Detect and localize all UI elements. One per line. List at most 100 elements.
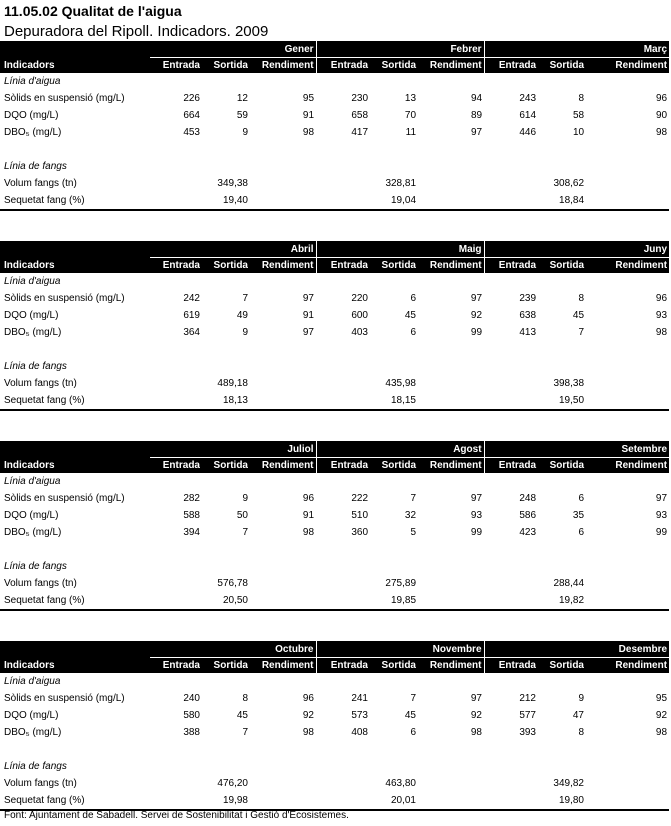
row-label: DBO₅ (mg/L)	[4, 527, 62, 538]
month-header-row: Octubre Novembre Desembre	[0, 641, 670, 658]
empty-cell	[316, 775, 370, 792]
empty-cell	[586, 375, 669, 392]
value-cell: 510	[351, 510, 369, 521]
value-cell: 5	[410, 527, 417, 538]
column-header-row: Indicadors Entrada Sortida Rendiment Entrada…	[0, 57, 670, 73]
value-cell: 90	[655, 110, 668, 121]
column-header: Entrada	[316, 657, 370, 673]
value-cell: 573	[351, 710, 368, 721]
data-row-sequetat: Sequetat fang (%) 19,40 19,04 18,84	[0, 192, 670, 211]
value-cell: 97	[302, 327, 314, 338]
row-label: DQO (mg/L)	[4, 710, 59, 721]
value-cell: 8	[578, 93, 585, 104]
spacer-row	[0, 141, 669, 158]
column-header: Sortida	[370, 257, 418, 273]
row-label: Sequetat fang (%)	[0, 792, 150, 811]
empty-cell	[250, 192, 317, 211]
value-cell: 241	[351, 693, 368, 704]
value-cell: 463,80	[385, 778, 416, 789]
value-cell: 98	[302, 727, 314, 738]
empty-cell	[250, 792, 316, 811]
column-header: Rendiment	[418, 57, 485, 73]
empty-cell	[586, 392, 670, 411]
empty-cell	[418, 792, 484, 811]
row-label: Volum fangs (tn)	[4, 378, 77, 389]
empty-cell	[418, 375, 484, 392]
row-label: DBO₅ (mg/L)	[4, 327, 62, 338]
value-cell: 282	[183, 493, 200, 504]
data-row-solids: Sòlids en suspensió (mg/L) 282 9 96 222 7 97 24…	[0, 490, 669, 507]
header-spacer	[0, 241, 150, 258]
value-cell: 6	[410, 727, 416, 738]
empty-cell	[150, 775, 202, 792]
row-label: Sequetat fang (%)	[0, 192, 150, 211]
value-cell: 19,50	[538, 392, 587, 411]
row-label: Sequetat fang (%)	[0, 592, 150, 611]
data-row-sequetat: Sequetat fang (%) 19,98 20,01 19,80	[0, 792, 670, 811]
value-cell: 230	[351, 93, 369, 104]
section-row: Línia d'aigua	[0, 273, 669, 290]
section-label-sludge: Línia de fangs	[4, 361, 67, 372]
data-row-volum: Volum fangs (tn) 489,18 435,98 398,38	[0, 375, 669, 392]
column-header-row: Indicadors Entrada Sortida Rendiment Entrada…	[0, 457, 670, 473]
spacer-row	[0, 741, 669, 758]
value-cell: 58	[572, 110, 585, 121]
value-cell: 8	[242, 693, 248, 704]
month-header: Maig	[316, 241, 485, 258]
section-label-sludge: Línia de fangs	[4, 161, 67, 172]
empty-cell	[150, 375, 202, 392]
data-row-volum: Volum fangs (tn) 476,20 463,80 349,82	[0, 775, 669, 792]
month-header-row: Abril Maig Juny	[0, 241, 670, 258]
empty-cell	[316, 792, 370, 811]
header-spacer	[0, 41, 150, 58]
empty-cell	[586, 775, 669, 792]
value-cell: 94	[470, 93, 483, 104]
section-label-sludge: Línia de fangs	[4, 561, 67, 572]
value-cell: 489,18	[217, 378, 248, 389]
column-header: Sortida	[370, 657, 418, 673]
value-cell: 49	[236, 310, 248, 321]
page-subtitle: Depuradora del Ripoll. Indicadors. 2009	[4, 23, 269, 40]
data-row-dbo: DBO₅ (mg/L) 364 9 97 403 6 99 413 7 98	[0, 324, 669, 341]
data-row-volum: Volum fangs (tn) 576,78 275,89 288,44	[0, 575, 669, 592]
value-cell: 97	[470, 293, 483, 304]
value-cell: 576,78	[217, 578, 248, 589]
value-cell: 45	[404, 710, 416, 721]
value-cell: 47	[572, 710, 584, 721]
value-cell: 8	[578, 293, 585, 304]
column-header: Sortida	[202, 657, 250, 673]
empty-cell	[316, 592, 371, 611]
value-cell: 435,98	[385, 378, 416, 389]
value-cell: 19,04	[370, 192, 419, 211]
column-header-row: Indicadors Entrada Sortida Rendiment Entrada…	[0, 257, 670, 273]
indicators-header: Indicadors	[0, 257, 150, 273]
column-header: Entrada	[484, 57, 539, 73]
value-cell: 9	[578, 693, 584, 704]
month-header: Gener	[150, 41, 317, 58]
column-header: Rendiment	[586, 257, 670, 273]
row-label: DQO (mg/L)	[4, 510, 59, 521]
value-cell: 97	[302, 293, 314, 304]
section-row: Línia d'aigua	[0, 473, 669, 490]
value-cell: 19,85	[370, 592, 419, 611]
value-cell: 364	[183, 327, 200, 338]
value-cell: 7	[242, 727, 248, 738]
empty-cell	[150, 792, 202, 811]
value-cell: 360	[351, 527, 369, 538]
empty-cell	[586, 792, 670, 811]
column-header: Rendiment	[250, 657, 317, 673]
value-cell: 19,82	[538, 592, 587, 611]
column-header: Entrada	[150, 657, 202, 673]
indicators-table: Octubre Novembre Desembre Indicadors Entrada…	[0, 641, 670, 811]
value-cell: 619	[183, 310, 200, 321]
indicators-table: Gener Febrer Març Indicadors Entrada Sortida R…	[0, 41, 670, 211]
empty-cell	[586, 192, 670, 211]
value-cell: 476,20	[217, 778, 248, 789]
value-cell: 18,13	[202, 392, 250, 411]
value-cell: 588	[183, 510, 200, 521]
empty-cell	[150, 192, 202, 211]
value-cell: 93	[655, 310, 668, 321]
section-row: Línia de fangs	[0, 758, 669, 775]
column-header: Entrada	[150, 257, 202, 273]
empty-cell	[250, 775, 316, 792]
